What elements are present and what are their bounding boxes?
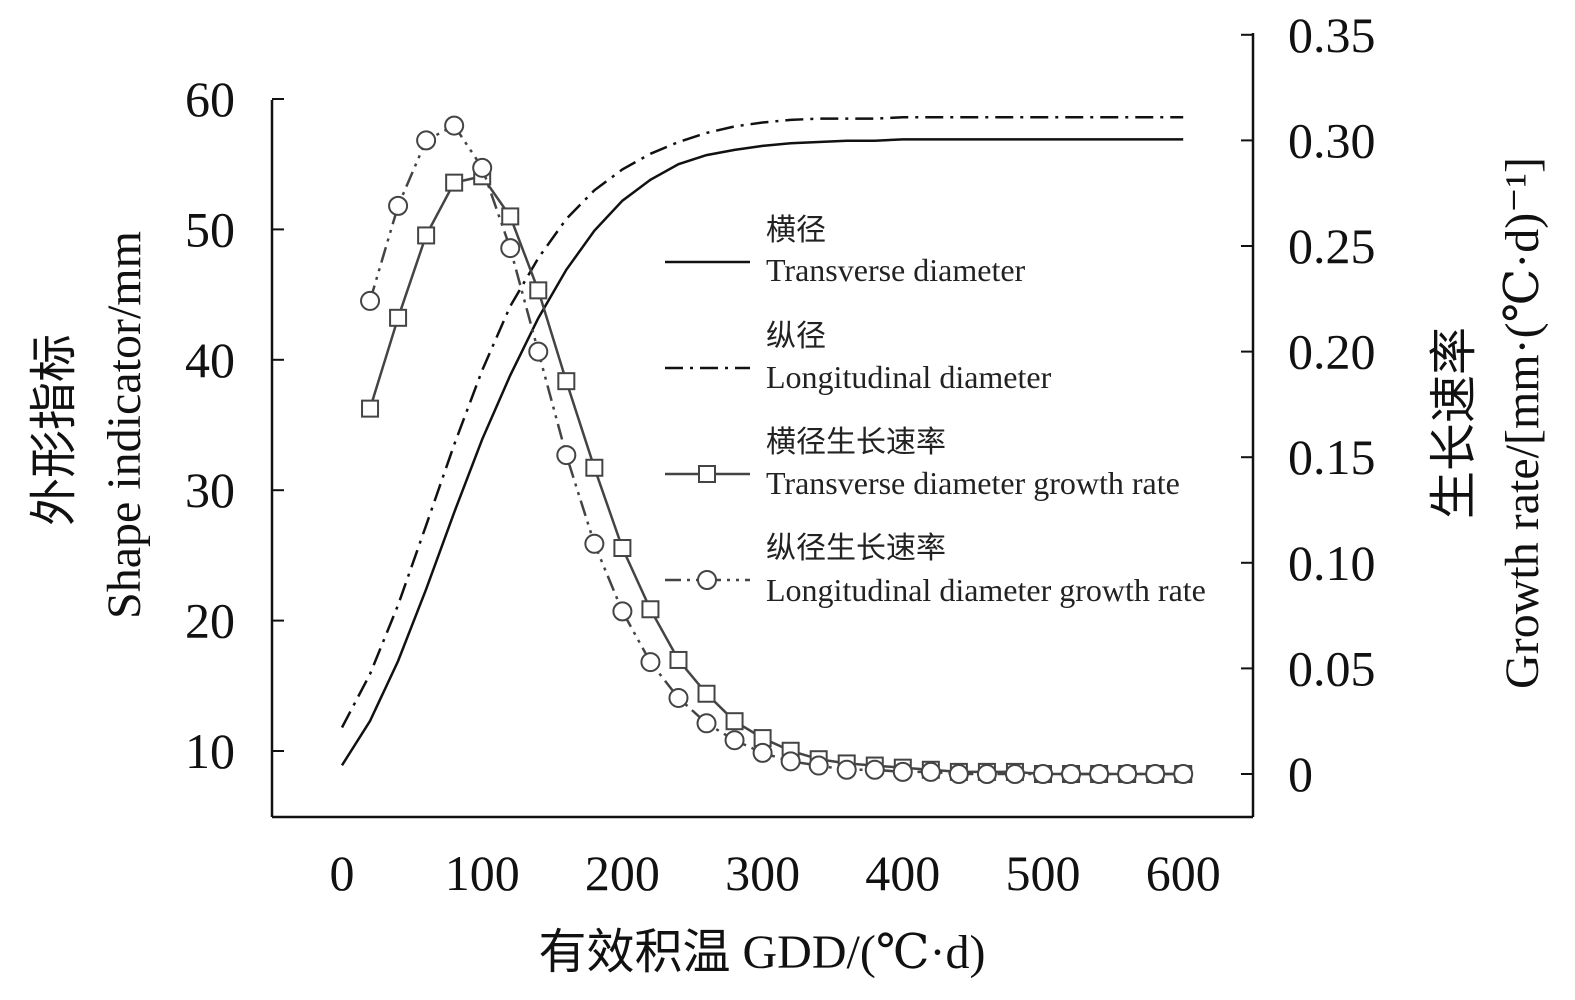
data-point-marker (1089, 764, 1110, 784)
y-right-tick-label: 0.30 (1288, 112, 1376, 168)
data-point-marker (948, 764, 969, 784)
data-point-marker (725, 712, 744, 731)
data-point-marker (501, 207, 520, 226)
data-point-marker (584, 533, 605, 554)
y-left-tick-label: 50 (185, 201, 235, 257)
legend-label-transverse-rate-zh: 横径生长速率 (766, 425, 946, 460)
y-right-tick-label: 0.05 (1288, 640, 1376, 696)
legend-label-longitudinal-rate-zh: 纵径生长速率 (766, 531, 946, 566)
data-point-marker (445, 173, 464, 192)
data-point-marker (612, 601, 633, 622)
y-right-axis-title-zh: 生长速率 (1428, 327, 1481, 519)
x-tick-label: 600 (1146, 845, 1221, 901)
data-point-marker (724, 730, 745, 751)
y-right-tick-label: 0.10 (1288, 535, 1376, 591)
series-3 (360, 115, 1194, 784)
data-point-marker (697, 684, 716, 703)
series-line (340, 116, 1184, 729)
data-point-marker (1004, 764, 1025, 784)
data-point-marker (1173, 764, 1194, 784)
data-point-marker (472, 157, 493, 178)
legend-swatch-marker (698, 465, 716, 483)
data-point-marker (668, 687, 689, 708)
data-point-marker (500, 238, 521, 259)
legend-label-transverse-rate-en: Transverse diameter growth rate (766, 465, 1180, 501)
data-point-marker (360, 290, 381, 311)
y-left-tick-label: 20 (185, 593, 235, 649)
data-point-marker (696, 713, 717, 734)
data-point-marker (585, 458, 604, 477)
data-point-marker (752, 742, 773, 763)
data-point-marker (1033, 764, 1053, 784)
data-point-marker (976, 764, 997, 784)
data-point-marker (640, 652, 661, 673)
data-point-marker (417, 226, 436, 245)
data-point-marker (557, 372, 576, 391)
y-right-tick-label: 0.25 (1288, 218, 1376, 274)
data-point-marker (361, 399, 380, 418)
y-right-tick-label: 0 (1288, 746, 1313, 802)
data-point-marker (613, 539, 632, 558)
legend-label-transverse-en: Transverse diameter (766, 252, 1026, 288)
data-point-marker (864, 759, 885, 780)
x-tick-label: 300 (725, 845, 800, 901)
x-tick-label: 500 (1006, 845, 1081, 901)
data-point-marker (836, 759, 857, 780)
y-right-axis-title-en: Growth rate/[mm·(℃·d)⁻¹] (1496, 157, 1549, 689)
x-tick-label: 100 (445, 845, 520, 901)
y-left-tick-label: 30 (185, 462, 235, 518)
data-point-marker (444, 115, 465, 136)
legend-label-longitudinal-rate-en: Longitudinal diameter growth rate (766, 572, 1206, 608)
axis-titles: 有效积温 GDD/(℃·d) 外形指标 Shape indicator/mm 生… (28, 157, 1549, 979)
x-tick-label: 200 (585, 845, 660, 901)
x-tick-label: 0 (330, 845, 355, 901)
series-1 (340, 116, 1184, 729)
data-point-marker (389, 308, 408, 327)
data-point-marker (416, 130, 437, 151)
data-point-marker (528, 341, 549, 362)
y-left-axis-title-zh: 外形指标 (28, 334, 81, 526)
y-right-tick-label: 0.35 (1288, 7, 1376, 63)
data-point-marker (892, 761, 913, 782)
series-line (340, 138, 1184, 766)
data-point-marker (780, 751, 801, 772)
x-axis-title: 有效积温 GDD/(℃·d) (539, 926, 986, 979)
series-0 (340, 138, 1184, 766)
legend-label-transverse-zh: 横径 (766, 213, 826, 248)
data-point-marker (641, 600, 660, 619)
data-point-marker (388, 195, 409, 216)
data-point-marker (669, 650, 688, 669)
y-left-axis-title-en: Shape indicator/mm (98, 231, 151, 619)
data-point-marker (1061, 764, 1082, 784)
y-left-tick-label: 60 (185, 71, 235, 127)
data-point-marker (556, 445, 577, 466)
y-left-tick-label: 40 (185, 332, 235, 388)
y-left-tick-label: 10 (185, 723, 235, 779)
legend-label-longitudinal-zh: 纵径 (766, 319, 826, 354)
data-point-marker (808, 755, 829, 776)
axes-layer: 0 100 200 300 400 500 60010203040506000.050.10… (185, 7, 1376, 901)
plot-frame (270, 33, 1255, 819)
legend-swatch-marker (697, 570, 717, 590)
legend-label-longitudinal-en: Longitudinal diameter (766, 359, 1052, 395)
data-point-marker (1117, 764, 1138, 784)
y-right-tick-label: 0.15 (1288, 429, 1376, 485)
y-right-tick-label: 0.20 (1288, 324, 1376, 380)
data-point-marker (529, 281, 548, 300)
data-point-marker (1145, 764, 1166, 784)
legend: 横径 Transverse diameter 纵径 Longitudinal d… (665, 213, 1206, 608)
x-tick-label: 400 (865, 845, 940, 901)
series-layer (340, 115, 1194, 784)
data-point-marker (920, 761, 941, 782)
